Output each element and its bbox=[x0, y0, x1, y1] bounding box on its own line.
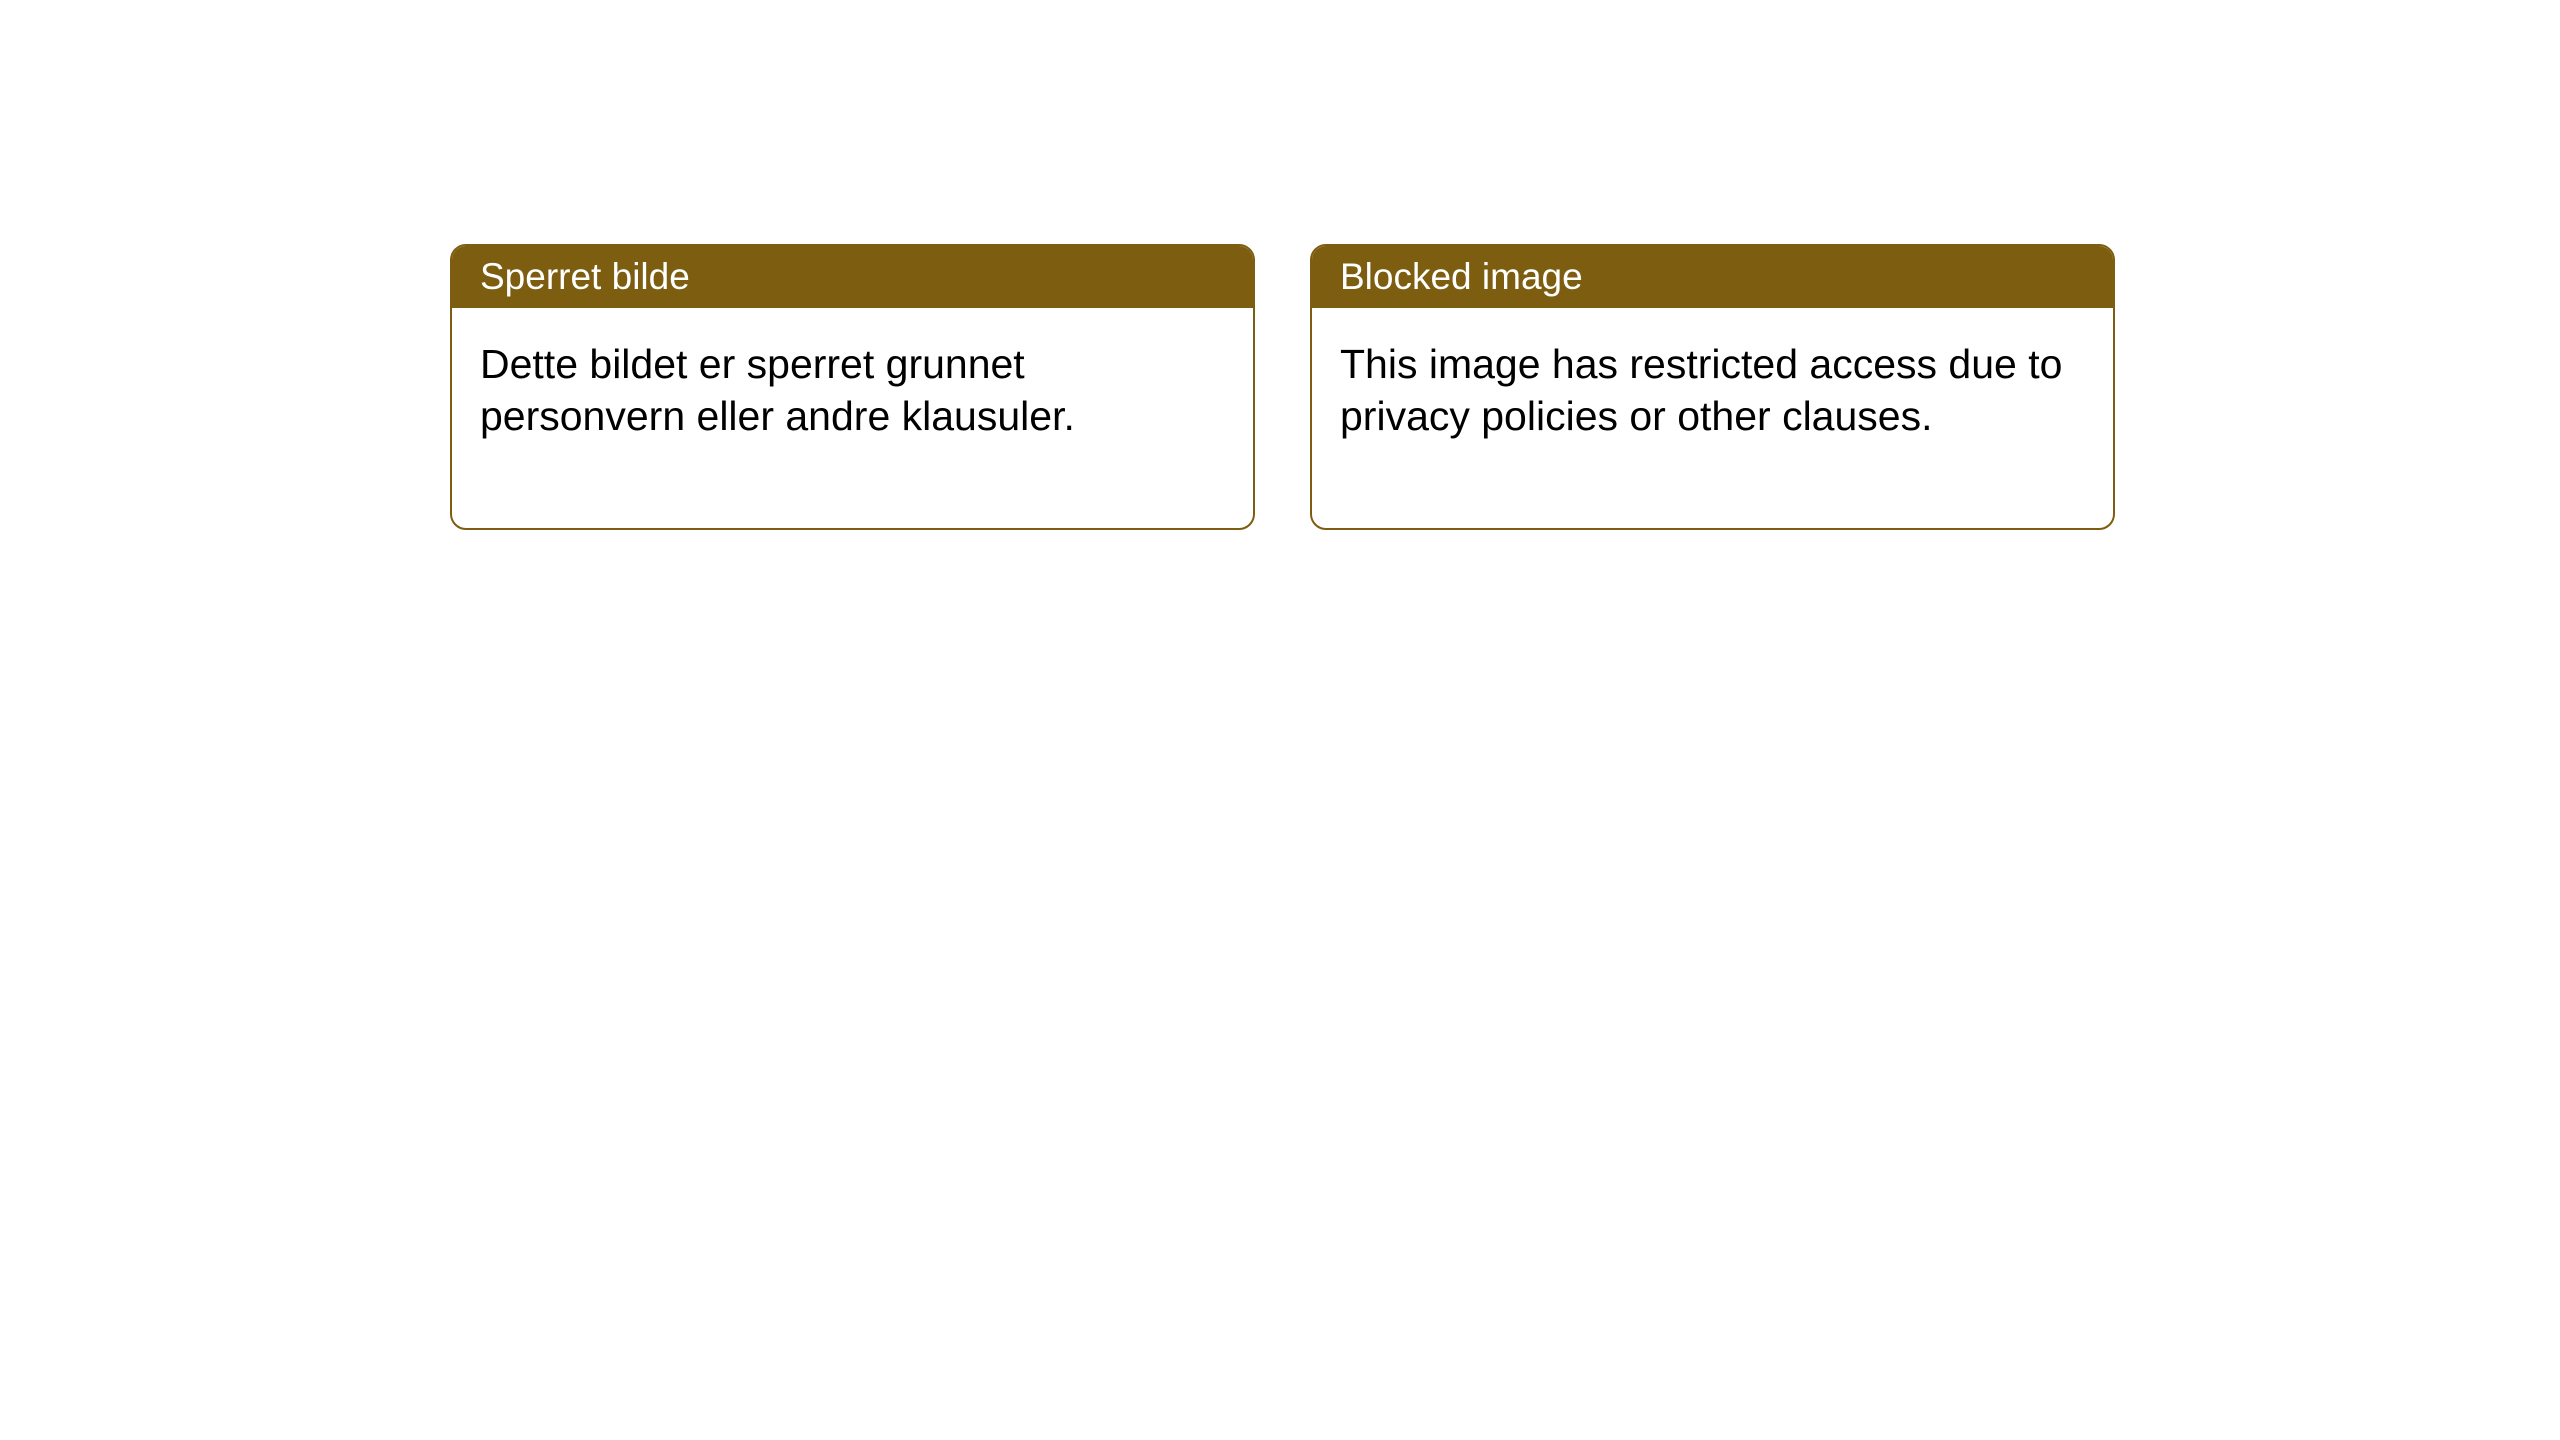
notice-container: Sperret bilde Dette bildet er sperret gr… bbox=[450, 244, 2115, 530]
notice-body-english: This image has restricted access due to … bbox=[1312, 308, 2113, 528]
notice-box-english: Blocked image This image has restricted … bbox=[1310, 244, 2115, 530]
notice-box-norwegian: Sperret bilde Dette bildet er sperret gr… bbox=[450, 244, 1255, 530]
notice-title-english: Blocked image bbox=[1312, 246, 2113, 308]
notice-body-norwegian: Dette bildet er sperret grunnet personve… bbox=[452, 308, 1253, 528]
notice-title-norwegian: Sperret bilde bbox=[452, 246, 1253, 308]
